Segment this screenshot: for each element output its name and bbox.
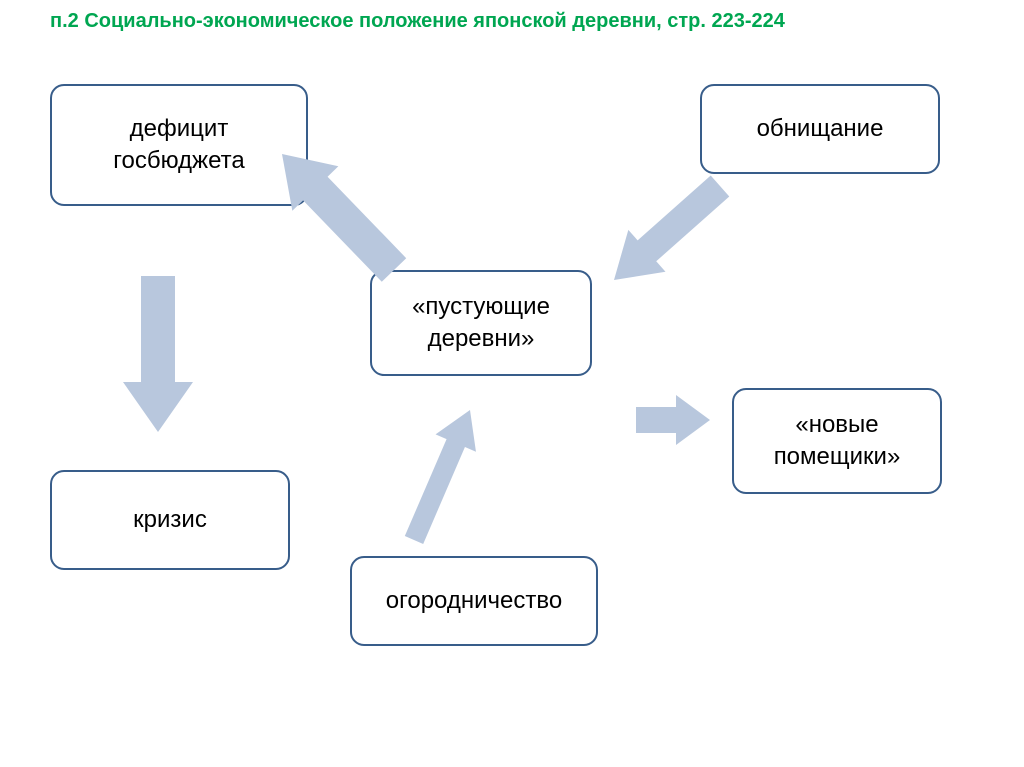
node-label: дефицитгосбюджета (113, 113, 244, 178)
arrow-garden-to-empty (394, 401, 490, 548)
node-impoverishment: обнищание (700, 84, 940, 174)
arrow-empty-to-newland (636, 395, 710, 445)
arrow-deficit-to-crisis (123, 276, 193, 432)
node-deficit: дефицитгосбюджета (50, 84, 308, 206)
slide-title: п.2 Социально-экономическое положение яп… (50, 10, 785, 33)
node-label: «пустующиедеревни» (412, 291, 550, 356)
node-label: кризис (133, 504, 207, 536)
node-label: «новыепомещики» (774, 409, 901, 474)
node-new-landlords: «новыепомещики» (732, 388, 942, 494)
node-gardening: огородничество (350, 556, 598, 646)
node-label: огородничество (386, 585, 562, 617)
node-crisis: кризис (50, 470, 290, 570)
node-label: обнищание (757, 113, 884, 145)
node-empty-villages: «пустующиедеревни» (370, 270, 592, 376)
arrow-impover-to-empty (595, 165, 738, 301)
